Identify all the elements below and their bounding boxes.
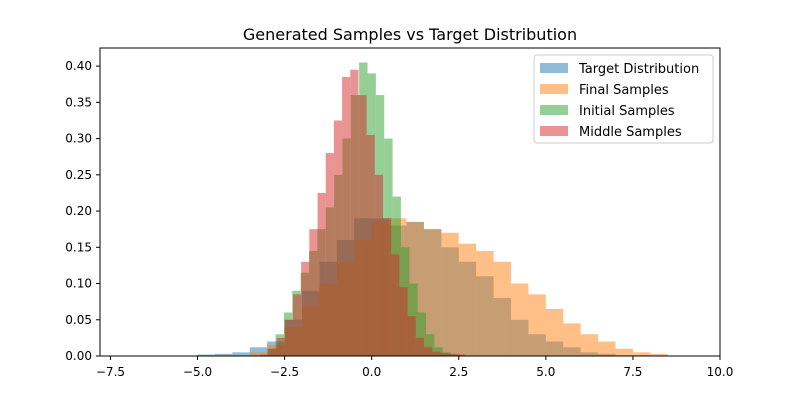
histogram-bar xyxy=(417,312,427,356)
legend-box xyxy=(533,54,714,144)
y-tick-label: 0.15 xyxy=(65,240,92,254)
histogram-bar xyxy=(276,337,285,356)
histogram-bar xyxy=(545,308,564,356)
y-tick-label: 0.40 xyxy=(65,59,92,73)
x-tick-label: 10.0 xyxy=(707,365,734,379)
legend-entry: Middle Samples xyxy=(540,125,682,140)
y-axis: 0.00 0.05 0.10 0.15 0.20 0.25 0.30 0.35 0.40 xyxy=(65,59,100,363)
histogram-bar xyxy=(309,229,318,356)
legend-swatch xyxy=(540,105,568,115)
legend: Target Distribution Final Samples Initial … xyxy=(533,54,714,144)
histogram-bar xyxy=(214,353,233,356)
histogram-bar xyxy=(580,334,599,356)
legend-label: Initial Samples xyxy=(579,104,675,119)
histogram-bar xyxy=(493,261,512,356)
y-tick-label: 0.10 xyxy=(65,277,92,291)
histogram-bar xyxy=(423,229,442,356)
histogram-bar xyxy=(249,352,268,356)
histogram-bar xyxy=(260,354,269,356)
histogram-bar xyxy=(440,353,449,356)
histogram-bar xyxy=(563,323,581,356)
legend-entry: Target Distribution xyxy=(540,62,699,77)
histogram-bar xyxy=(374,174,384,356)
histogram-bar xyxy=(441,232,459,356)
histogram-bar xyxy=(456,354,465,356)
x-tick-label: −5.0 xyxy=(183,365,212,379)
histogram-bar xyxy=(350,69,359,356)
x-tick-label: 0.0 xyxy=(362,365,381,379)
y-tick-label: 0.30 xyxy=(65,132,92,146)
histogram-bar xyxy=(511,283,529,356)
legend-entry: Initial Samples xyxy=(540,104,675,119)
x-tick-label: 2.5 xyxy=(449,365,468,379)
x-tick-label: −7.5 xyxy=(96,365,125,379)
histogram-bar xyxy=(650,353,668,356)
legend-label: Target Distribution xyxy=(578,62,699,77)
histogram-bar xyxy=(528,294,546,356)
legend-label: Final Samples xyxy=(579,83,669,98)
histogram-bar xyxy=(284,319,293,356)
histogram-bar xyxy=(358,95,367,356)
histogram-bar xyxy=(333,120,343,357)
histogram-bar xyxy=(598,341,616,356)
histogram-bar xyxy=(632,352,651,356)
legend-entry: Final Samples xyxy=(540,83,669,98)
series-3 xyxy=(260,69,465,357)
histogram-bar xyxy=(476,250,494,356)
legend-swatch xyxy=(540,84,568,94)
legend-swatch xyxy=(540,63,568,73)
histogram-bar xyxy=(426,334,435,356)
histogram-bar xyxy=(391,254,400,356)
y-tick-label: 0.25 xyxy=(65,168,92,182)
x-axis: −7.5 −5.0 −2.5 0.0 2.5 5.0 7.5 10.0 xyxy=(96,356,733,379)
histogram-bar xyxy=(415,337,424,356)
histogram-bar xyxy=(432,351,441,356)
histogram-bar xyxy=(232,352,250,356)
histogram-bar xyxy=(423,347,433,356)
y-tick-label: 0.00 xyxy=(65,349,92,363)
legend-label: Middle Samples xyxy=(579,125,682,140)
histogram-bar xyxy=(249,347,268,356)
histogram-bar xyxy=(325,153,334,356)
histogram-bar xyxy=(366,134,375,356)
x-tick-label: −2.5 xyxy=(270,365,299,379)
chart-title: Generated Samples vs Target Distribution xyxy=(243,25,577,44)
histogram-bar xyxy=(383,218,392,356)
x-tick-label: 5.0 xyxy=(536,365,555,379)
y-tick-label: 0.35 xyxy=(65,95,92,109)
plot-frame xyxy=(99,47,721,357)
histogram-bar xyxy=(301,261,310,356)
histogram-bar xyxy=(342,76,351,357)
histogram-bar xyxy=(458,243,477,356)
x-tick-label: 7.5 xyxy=(623,365,642,379)
histogram-bar xyxy=(615,348,633,356)
histogram-bar xyxy=(292,294,302,356)
bars-layer xyxy=(197,62,668,357)
histogram-bar xyxy=(407,316,416,356)
y-tick-label: 0.20 xyxy=(65,204,92,218)
legend-swatch xyxy=(540,126,568,136)
histogram-bar xyxy=(448,353,457,356)
histogram-bar xyxy=(399,287,408,356)
y-tick-label: 0.05 xyxy=(65,313,92,327)
histogram-bar xyxy=(317,192,326,356)
histogram-bar xyxy=(197,354,215,356)
histogram-bar xyxy=(268,348,277,356)
